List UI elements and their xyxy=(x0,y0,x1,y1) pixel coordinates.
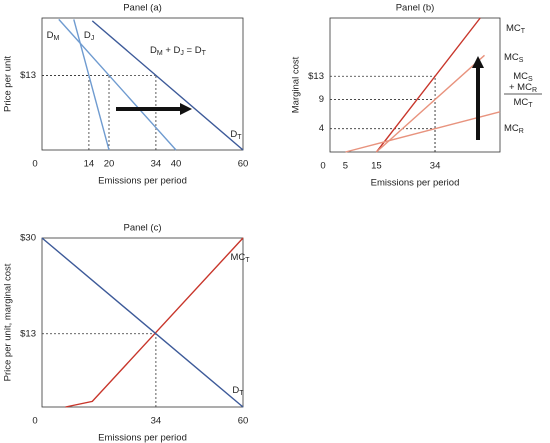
annotation-part: = D xyxy=(184,45,202,56)
panel-title: Panel (a) xyxy=(123,3,162,14)
series-line xyxy=(375,17,481,153)
series-label: DJ xyxy=(84,30,94,43)
series-label-part: J xyxy=(91,35,95,42)
series-label-part: T xyxy=(239,390,244,397)
x-tick-label: 20 xyxy=(104,159,115,170)
annotation-part: T xyxy=(202,50,207,57)
series-label-part: MC xyxy=(504,52,519,63)
x-axis-label: Emissions per period xyxy=(98,176,187,187)
x-tick-label: 34 xyxy=(430,161,441,172)
x-axis-label: Emissions per period xyxy=(371,178,460,189)
annotation-part: MC xyxy=(513,71,528,82)
series-line xyxy=(73,19,110,151)
series-line xyxy=(345,111,501,153)
annotation-part: S xyxy=(528,76,533,83)
y-tick-label: $13 xyxy=(20,70,36,81)
annotation-part: M xyxy=(157,50,163,57)
series-label-part: M xyxy=(54,35,60,42)
series-line xyxy=(375,54,485,153)
series-label-part: MC xyxy=(504,123,519,134)
x-tick-label: 0 xyxy=(32,159,37,170)
plot-frame xyxy=(329,17,501,153)
series-label-part: S xyxy=(519,57,524,64)
panel-title: Panel (c) xyxy=(123,223,161,234)
x-tick-label: 5 xyxy=(343,161,348,172)
series-label: DT xyxy=(232,385,244,398)
series-line xyxy=(58,18,177,151)
x-tick-label: 15 xyxy=(371,161,382,172)
series-line xyxy=(91,20,244,151)
x-axis-label: Emissions per period xyxy=(98,433,187,443)
y-tick-label: 4 xyxy=(319,123,324,134)
y-tick-label: $13 xyxy=(308,71,324,82)
series-line xyxy=(41,237,244,408)
y-axis-label: Price per unit xyxy=(3,56,14,112)
x-tick-label: 14 xyxy=(84,159,95,170)
series-label-part: R xyxy=(519,128,524,135)
series-label-part: D xyxy=(232,385,239,396)
series-label-part: T xyxy=(237,134,242,141)
x-tick-label: 0 xyxy=(32,416,37,427)
annotation-part: + D xyxy=(163,45,181,56)
annotation-part: + MC xyxy=(509,82,532,93)
x-tick-label: 40 xyxy=(171,159,182,170)
series-label: MCR xyxy=(504,123,524,136)
series-label: DT xyxy=(230,129,242,142)
series-label-part: MC xyxy=(230,252,245,263)
series-label-part: D xyxy=(84,30,91,41)
annotation-part: MC xyxy=(513,97,528,108)
annotation-part: D xyxy=(150,45,157,56)
y-axis-label: Marginal cost xyxy=(291,56,302,113)
series-line xyxy=(65,237,244,408)
y-axis-label: Price per unit, marginal cost xyxy=(3,263,14,381)
x-tick-label: 34 xyxy=(151,159,162,170)
series-label: MCT xyxy=(230,252,250,265)
x-tick-label: 34 xyxy=(151,416,162,427)
series-label-part: T xyxy=(245,257,250,264)
x-tick-label: 0 xyxy=(320,161,325,172)
x-tick-label: 60 xyxy=(238,416,249,427)
annotation: MCT xyxy=(513,97,533,110)
annotation-part: T xyxy=(528,102,533,109)
annotation-part: J xyxy=(180,50,184,57)
series-label: MCS xyxy=(504,52,524,65)
plot-frame xyxy=(41,237,244,408)
series-label-part: T xyxy=(521,28,526,35)
series-label: DM xyxy=(47,30,60,43)
x-tick-label: 60 xyxy=(238,159,249,170)
series-label: MCT xyxy=(506,23,526,36)
series-label-part: D xyxy=(230,129,237,140)
series-label-part: MC xyxy=(506,23,521,34)
annotation: DM + DJ = DT xyxy=(150,45,207,58)
y-tick-label: $30 xyxy=(20,233,36,244)
annotation-part: R xyxy=(532,87,537,94)
series-label-part: D xyxy=(47,30,54,41)
annotation: MCS xyxy=(513,71,533,84)
panel-title: Panel (b) xyxy=(396,3,435,14)
plot-frame xyxy=(41,17,244,151)
y-tick-label: $13 xyxy=(20,328,36,339)
annotation: + MCR xyxy=(509,82,537,95)
y-tick-label: 9 xyxy=(319,94,324,105)
